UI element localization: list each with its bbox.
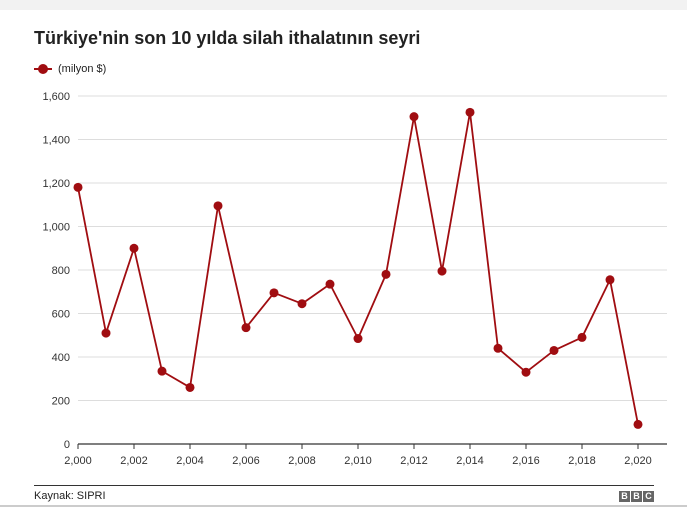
legend-label: (milyon $) [58, 63, 107, 75]
x-tick-label: 2,020 [624, 455, 652, 467]
x-axis: 2,000 2,002 2,004 2,006 2,008 2,010 2,012 2,014… [64, 443, 667, 467]
legend-swatch [34, 64, 52, 74]
logo-letter: C [643, 491, 654, 502]
data-point [185, 382, 195, 392]
x-tick-label: 2,014 [456, 455, 484, 467]
data-point [605, 275, 615, 285]
y-tick-label: 600 [52, 309, 70, 321]
data-point [129, 243, 139, 253]
footer-rule [34, 485, 654, 486]
x-tick-label: 2,006 [232, 455, 260, 467]
data-point [297, 299, 307, 309]
chart-title: Türkiye'nin son 10 yılda silah ithalatın… [34, 28, 421, 48]
data-point [381, 269, 391, 279]
legend: (milyon $) [34, 62, 106, 76]
grid-lines [78, 95, 667, 401]
data-point [241, 323, 251, 333]
data-point [73, 182, 83, 192]
data-point [409, 112, 419, 122]
top-rule [0, 0, 687, 10]
y-tick-label: 1,600 [42, 91, 70, 103]
y-tick-label: 1,400 [42, 135, 70, 147]
logo-letter: B [631, 491, 642, 502]
x-tick-label: 2,004 [176, 455, 204, 467]
bbc-logo: B B C [619, 491, 654, 502]
data-point [577, 332, 587, 342]
data-point [437, 266, 447, 276]
data-point [269, 288, 279, 298]
y-tick-label: 1,200 [42, 178, 70, 190]
data-point [213, 201, 223, 211]
x-tick-label: 2,008 [288, 455, 316, 467]
x-tick-label: 2,010 [344, 455, 372, 467]
series-line [77, 111, 639, 425]
data-point [157, 366, 167, 376]
data-point [353, 334, 363, 344]
series-layer [73, 107, 643, 429]
source-note: Kaynak: SIPRI [34, 490, 106, 502]
logo-letter: B [619, 491, 630, 502]
data-point [465, 107, 475, 117]
y-tick-label: 200 [52, 396, 70, 408]
x-tick-label: 2,018 [568, 455, 596, 467]
data-point [521, 367, 531, 377]
data-point [325, 279, 335, 289]
data-point [493, 343, 503, 353]
x-tick-label: 2,002 [120, 455, 148, 467]
data-point [101, 328, 111, 338]
y-tick-label: 1,000 [42, 222, 70, 234]
data-point [549, 345, 559, 355]
x-tick-label: 2,012 [400, 455, 428, 467]
y-tick-label: 0 [64, 439, 70, 451]
x-tick-label: 2,000 [64, 455, 92, 467]
y-tick-label: 400 [52, 352, 70, 364]
y-axis: 0 200 400 600 800 1,000 1,200 1,400 1,600 [42, 91, 70, 451]
data-point [633, 419, 643, 429]
x-tick-label: 2,016 [512, 455, 540, 467]
bottom-rule [0, 505, 687, 507]
y-tick-label: 800 [52, 265, 70, 277]
